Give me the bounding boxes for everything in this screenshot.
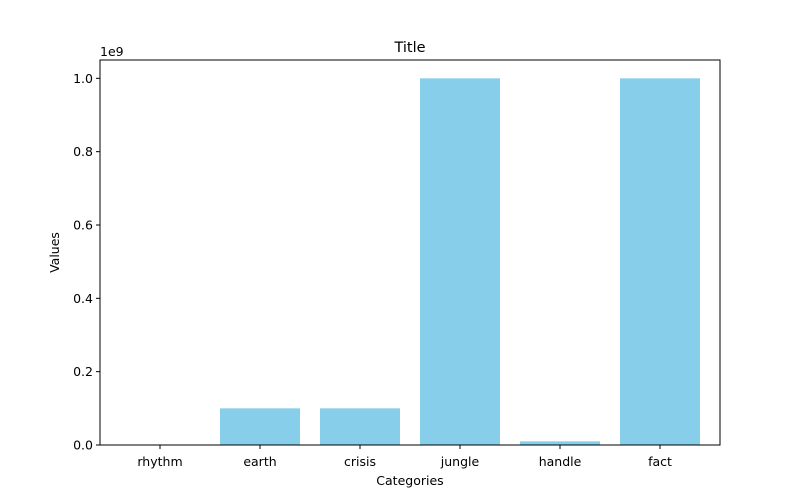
x-tick-label: earth [243, 454, 276, 469]
x-axis-label: Categories [376, 473, 443, 488]
bar-fact [620, 78, 700, 445]
x-tick-label: crisis [344, 454, 376, 469]
y-axis-offset-label: 1e9 [100, 44, 124, 59]
x-tick-label: handle [539, 454, 582, 469]
bar-handle [520, 441, 600, 445]
y-tick-label: 0.0 [73, 438, 93, 453]
y-tick-label: 0.2 [73, 364, 93, 379]
bar-earth [220, 408, 300, 445]
bars [220, 78, 700, 445]
bar-jungle [420, 78, 500, 445]
x-tick-label: fact [648, 454, 672, 469]
y-tick-label: 1.0 [73, 71, 93, 86]
bar-crisis [320, 408, 400, 445]
y-axis-label: Values [47, 232, 62, 273]
y-axis-ticks: 0.0 0.2 0.4 0.6 0.8 1.0 [73, 71, 100, 453]
y-tick-label: 0.6 [73, 218, 93, 233]
chart-title: Title [393, 40, 425, 56]
y-tick-label: 0.8 [73, 144, 93, 159]
plot-area-frame [99, 59, 721, 446]
x-axis-ticks: rhythm earth crisis jungle handle fact [137, 445, 672, 469]
x-tick-label: rhythm [137, 454, 182, 469]
x-tick-label: jungle [440, 454, 480, 469]
y-tick-label: 0.4 [73, 291, 93, 306]
